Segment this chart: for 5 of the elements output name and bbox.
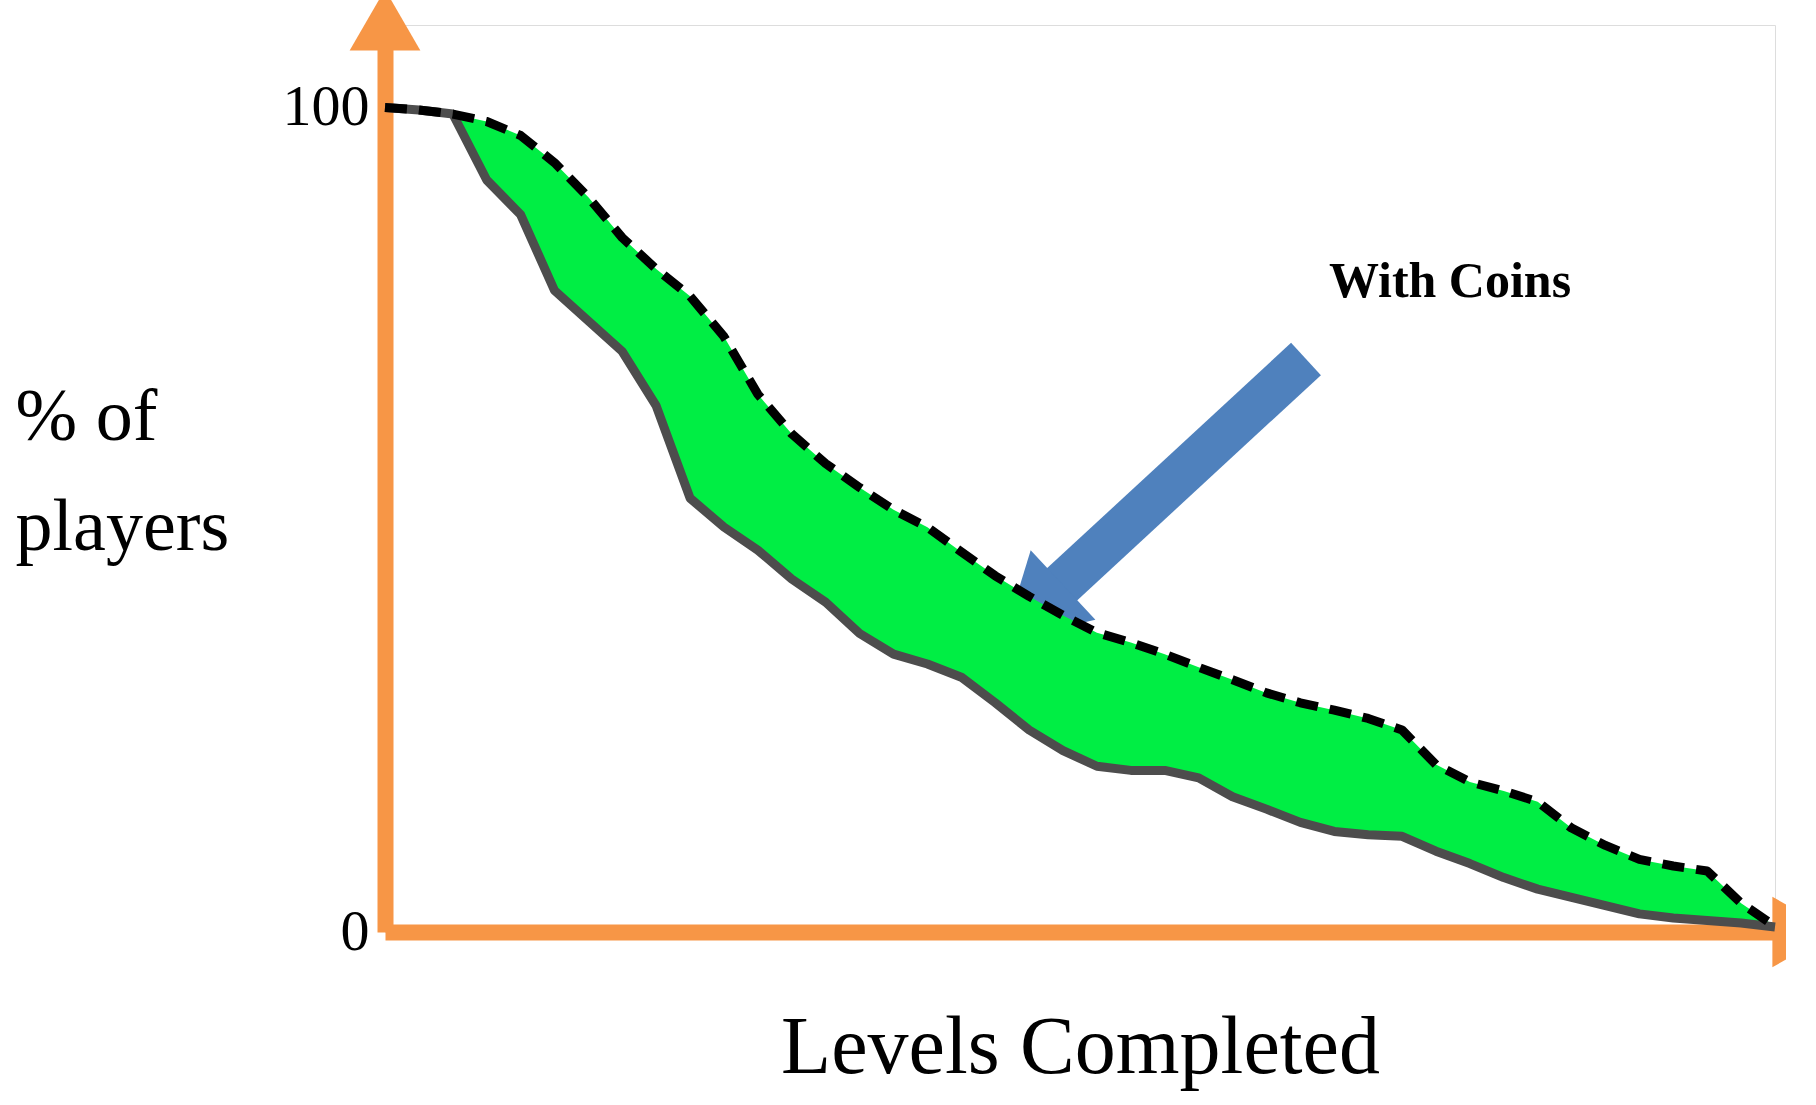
y-axis-title: % of players: [15, 373, 230, 566]
y-tick-label: 100: [282, 72, 370, 138]
x-axis-title: Levels Completed: [781, 999, 1380, 1091]
annotation: With Coins: [1328, 252, 1572, 308]
y-tick-label: 0: [340, 897, 370, 963]
